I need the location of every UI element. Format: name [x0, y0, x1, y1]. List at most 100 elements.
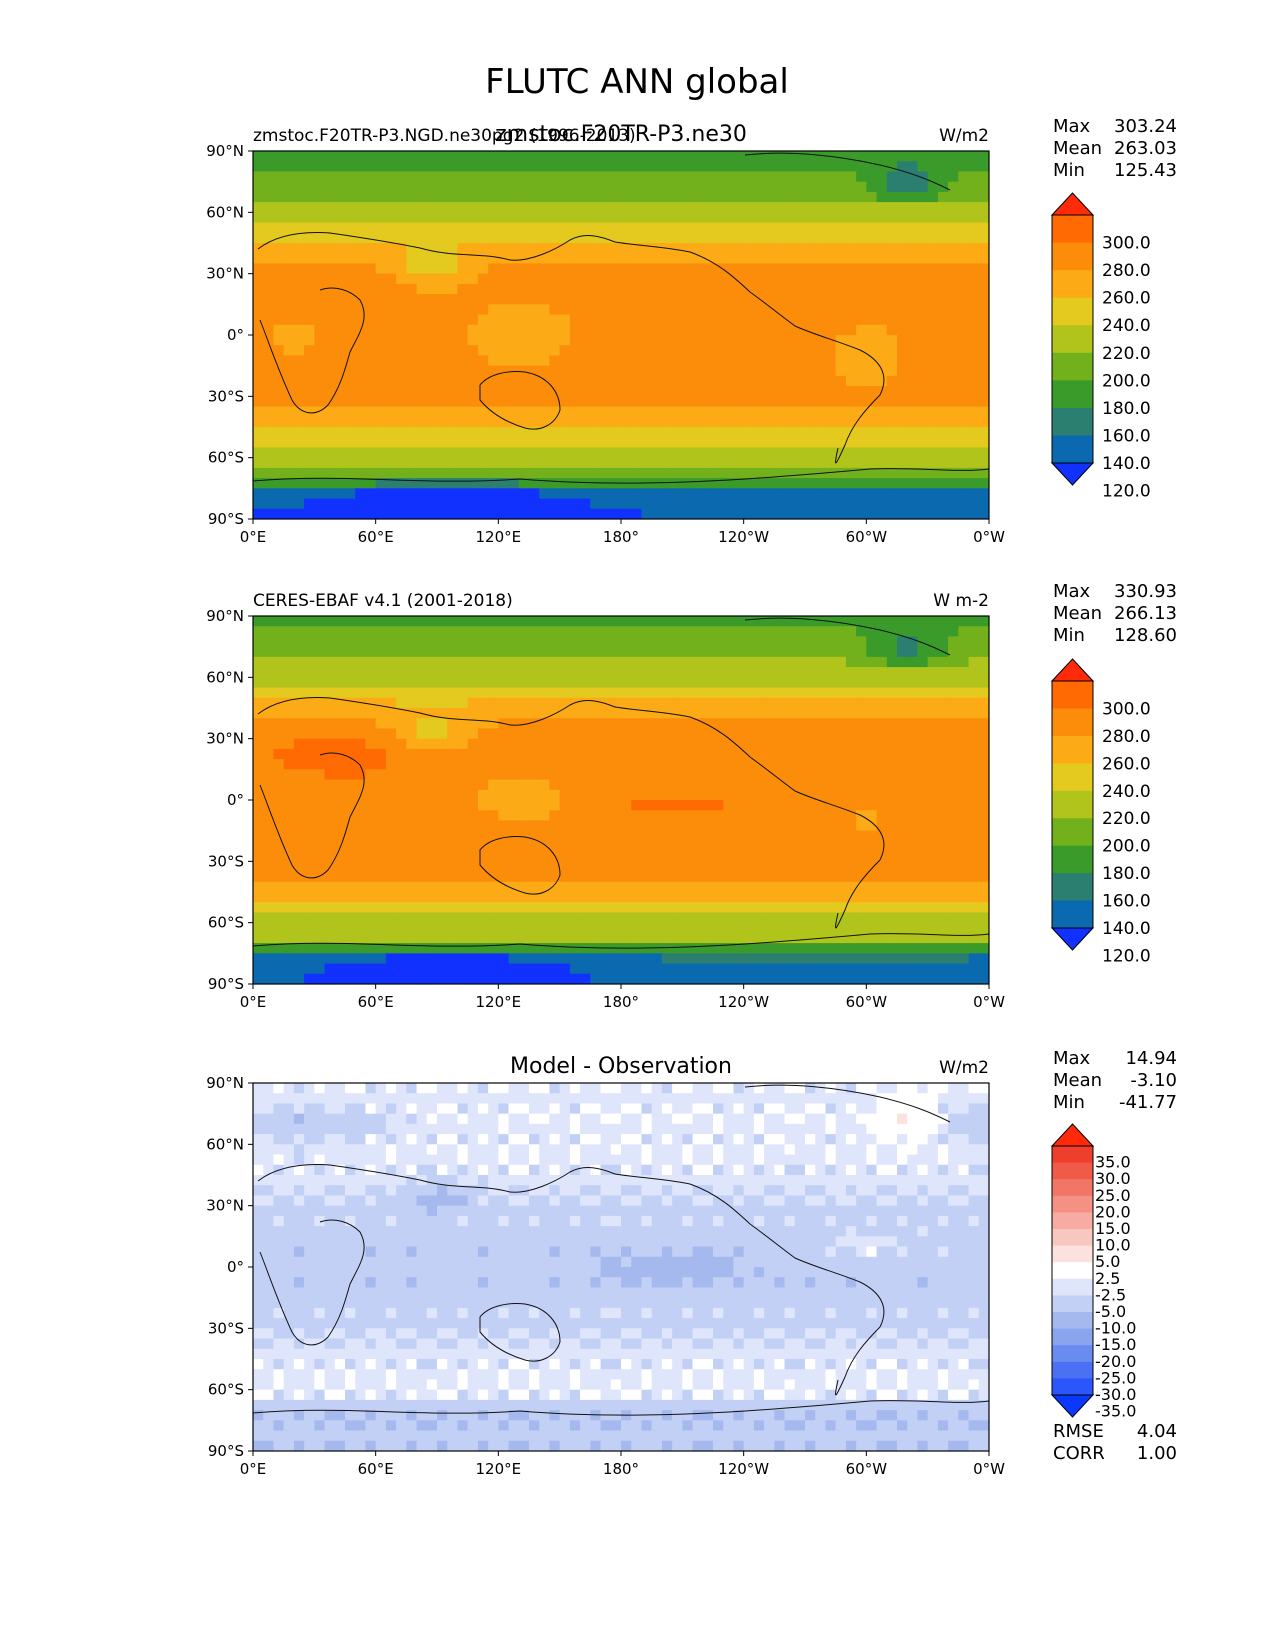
- field-cell: [600, 253, 612, 265]
- field-cell: [590, 912, 602, 924]
- x-tick-label: 120°W: [718, 528, 769, 546]
- field-cell: [539, 508, 551, 519]
- field-cell: [621, 881, 632, 893]
- field-cell: [897, 667, 908, 678]
- field-cell: [263, 830, 275, 842]
- field-cell: [437, 314, 448, 326]
- field-cell: [273, 314, 285, 326]
- field-cell: [447, 861, 459, 873]
- field-cell: [958, 759, 970, 770]
- field-cell: [437, 416, 448, 428]
- field-cell: [774, 365, 786, 377]
- field-cell: [948, 508, 959, 519]
- field-cell: [324, 427, 336, 438]
- field-cell: [917, 396, 929, 408]
- field-cell: [355, 892, 367, 903]
- field-cell: [406, 212, 418, 224]
- field-cell: [621, 718, 632, 730]
- field-cell: [375, 335, 387, 346]
- field-cell: [396, 708, 407, 719]
- field-cell: [549, 769, 561, 781]
- field-cell: [263, 283, 275, 295]
- field-cell: [702, 830, 714, 842]
- field-cell: [406, 800, 418, 811]
- field-cell: [314, 677, 326, 689]
- field-cell: [600, 759, 612, 770]
- field-cell: [426, 871, 438, 883]
- field-cell: [856, 386, 867, 397]
- field-cell: [324, 488, 336, 500]
- field-cell: [314, 355, 326, 367]
- field-cell: [948, 616, 959, 627]
- field-cell: [304, 508, 315, 519]
- field-cell: [661, 263, 673, 275]
- field-cell: [897, 892, 908, 903]
- field-cell: [631, 779, 643, 791]
- field-cell: [651, 263, 663, 275]
- field-cell: [927, 396, 939, 408]
- field-cell: [825, 171, 837, 183]
- field-cell: [345, 769, 356, 781]
- field-cell: [293, 212, 305, 224]
- field-cell: [293, 273, 305, 285]
- field-cell: [590, 273, 602, 285]
- field-cell: [927, 892, 939, 903]
- field-cell: [805, 748, 816, 760]
- field-cell: [692, 488, 704, 500]
- field-cell: [805, 646, 816, 658]
- field-cell: [467, 912, 479, 924]
- field-cell: [324, 508, 336, 519]
- field-cell: [488, 324, 499, 336]
- field-cell: [334, 636, 346, 648]
- field-cell: [549, 748, 561, 760]
- field-cell: [385, 759, 397, 770]
- field-cell: [467, 478, 479, 489]
- field-cell: [416, 467, 428, 479]
- field-cell: [334, 508, 346, 519]
- field-cell: [488, 202, 499, 213]
- field-cell: [467, 881, 479, 893]
- field-cell: [917, 779, 929, 791]
- field-cell: [253, 191, 264, 203]
- field-cell: [825, 728, 837, 740]
- field-cell: [549, 294, 561, 305]
- field-cell: [856, 912, 867, 924]
- field-cell: [375, 912, 387, 924]
- field-cell: [856, 467, 867, 479]
- field-cell: [508, 232, 520, 244]
- field-cell: [477, 922, 489, 934]
- field-cell: [651, 861, 663, 873]
- field-cell: [978, 626, 989, 638]
- field-cell: [978, 892, 989, 903]
- field-cell: [621, 345, 632, 357]
- field-cell: [866, 810, 878, 822]
- field-cell: [375, 697, 387, 709]
- field-cell: [764, 851, 775, 862]
- field-cell: [723, 488, 735, 500]
- field-cell: [273, 810, 285, 822]
- field-cell: [498, 871, 510, 883]
- field-cell: [549, 406, 561, 418]
- field-cell: [917, 718, 929, 730]
- field-cell: [304, 447, 315, 459]
- field-cell: [723, 427, 735, 438]
- field-cell: [488, 932, 499, 944]
- field-cell: [702, 912, 714, 924]
- field-cell: [580, 243, 591, 254]
- field-cell: [948, 212, 959, 224]
- field-cell: [927, 779, 939, 791]
- field-cell: [334, 912, 346, 924]
- field-cell: [835, 932, 847, 944]
- field-cell: [518, 800, 530, 811]
- field-cell: [334, 759, 346, 770]
- field-cell: [621, 273, 632, 285]
- field-cell: [733, 748, 745, 760]
- field-cell: [314, 243, 326, 254]
- field-cell: [375, 800, 387, 811]
- field-cell: [753, 222, 765, 234]
- field-cell: [293, 656, 305, 668]
- field-cell: [968, 406, 980, 418]
- field-cell: [937, 273, 949, 285]
- field-cell: [355, 759, 367, 770]
- field-cell: [437, 263, 448, 275]
